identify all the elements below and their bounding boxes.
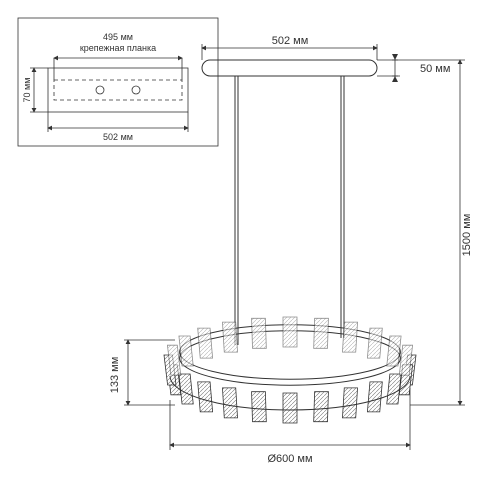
inset-diagram: 495 мм крепежная планка 502 мм 70 мм	[18, 18, 218, 146]
top-width-label: 502 мм	[272, 35, 309, 47]
inset-bracket-text-1: крепежная планка	[80, 43, 156, 53]
inset-bracket-width-label: 495 мм	[103, 32, 133, 42]
pendant-ring	[164, 317, 416, 423]
inset-height-label: 70 мм	[22, 78, 32, 103]
total-height-label: 1500 мм	[461, 214, 473, 257]
diameter-label: Ø600 мм	[267, 453, 312, 465]
inset-width-label: 502 мм	[103, 132, 133, 142]
canopy-height-label: 50 мм	[420, 63, 450, 75]
ring-height-label: 133 мм	[109, 357, 121, 394]
main-diagram: 502 мм 50 мм 1500 мм 133 мм Ø600 мм	[109, 35, 473, 465]
technical-drawing: 495 мм крепежная планка 502 мм 70 мм 502…	[0, 0, 500, 500]
